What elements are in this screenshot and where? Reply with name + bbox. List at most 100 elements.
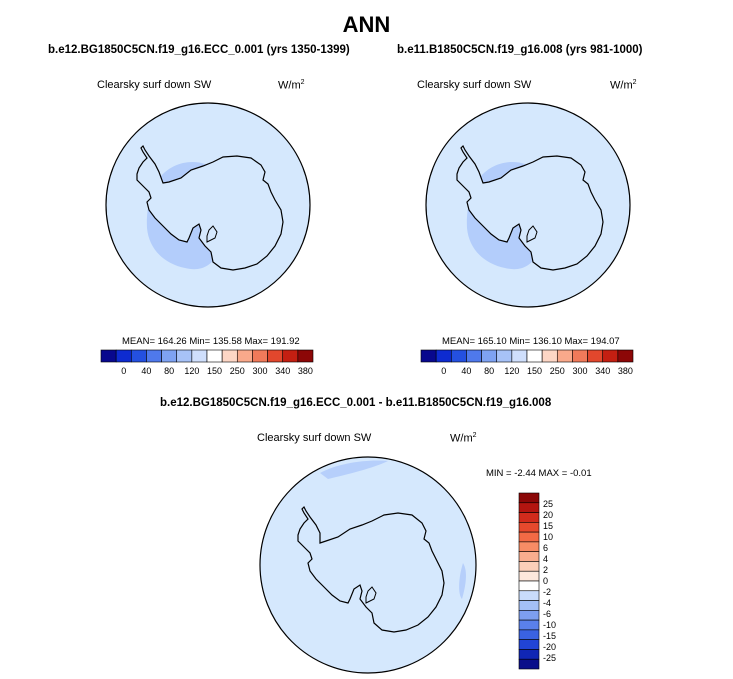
panel2-colorbar-color-box (526, 349, 543, 363)
panel2-colorbar-tick-label: 380 (618, 366, 633, 376)
panel1-colorbar-tick-label: 40 (141, 366, 151, 376)
diff-ross-ice-shelf (365, 586, 377, 604)
diff-colorbar-color-box (518, 610, 540, 621)
panel1-colorbar-tick-label: 120 (184, 366, 199, 376)
diff-colorbar-tick-label: 6 (543, 543, 548, 553)
diff-colorbar-color-box (518, 600, 540, 611)
panel2-colorbar-tick-label: 250 (550, 366, 565, 376)
panel2-colorbar-tick-label: 120 (504, 366, 519, 376)
panel2-colorbar-color-box (496, 349, 513, 363)
diff-units: W/m2 (450, 432, 477, 445)
panel2-colorbar-color-box (435, 349, 452, 363)
panel1-colorbar-color-box (221, 349, 238, 363)
panel2-polar-map (425, 102, 631, 308)
diff-colorbar-tick-label: -20 (543, 642, 556, 652)
panel2-map-border (425, 102, 631, 308)
diff-colorbar-color-box (518, 639, 540, 650)
panel1-colorbar-color-box (282, 349, 299, 363)
panel2-colorbar-tick-label: 40 (461, 366, 471, 376)
diff-colorbar-color-box (518, 570, 540, 582)
panel1-colorbar-color-box (146, 349, 162, 363)
panel2-colorbar-color-box (420, 349, 437, 363)
panel1-colorbar-color-box (252, 349, 268, 363)
diff-colorbar-color-box (518, 590, 540, 601)
diff-stats: MIN = -2.44 MAX = -0.01 (486, 468, 592, 479)
panel1-colorbar-tick-label: 380 (298, 366, 313, 376)
diff-colorbar-tick-label: -6 (543, 609, 551, 619)
diff-colorbar-color-box (518, 629, 540, 640)
panel2-colorbar: 0 40 80 120 150 250 300 340 380 (420, 349, 634, 376)
panel1-colorbar: 0 40 80 120 150 250 300 340 380 (100, 349, 314, 376)
diff-colorbar-color-box (518, 522, 540, 533)
diff-colorbar-color-box (518, 658, 540, 670)
panel1-colorbar-color-box (206, 349, 223, 363)
panel2-case-title: b.e11.B1850C5CN.f19_g16.008 (yrs 981-100… (397, 44, 643, 56)
figure-title: ANN (342, 12, 391, 37)
diff-minor-region-right (459, 563, 466, 599)
panel2-colorbar-tick-label: 340 (595, 366, 610, 376)
panel1-colorbar-tick-label: 250 (230, 366, 245, 376)
diff-variable-label: Clearsky surf down SW (257, 432, 372, 444)
panel1-colorbar-color-box (100, 349, 117, 363)
panel2-units: W/m2 (610, 79, 637, 92)
panel2-colorbar-color-box (511, 349, 528, 363)
diff-minor-region-top (320, 460, 388, 479)
panel2-colorbar-tick-label: 300 (572, 366, 587, 376)
panel1-colorbar-tick-label: 150 (207, 366, 222, 376)
panel2-stats: MEAN= 165.10 Min= 136.10 Max= 194.07 (442, 336, 620, 347)
panel2-colorbar-tick-label: 80 (484, 366, 494, 376)
panel1-colorbar-color-box (267, 349, 284, 363)
panel2-colorbar-tick-label: 0 (441, 366, 446, 376)
panel1-colorbar-tick-label: 80 (164, 366, 174, 376)
panel1-colorbar-tick-label: 340 (275, 366, 290, 376)
panel1-polar-map (105, 102, 311, 308)
diff-colorbar-color-box (518, 512, 540, 523)
diff-colorbar-tick-label: -15 (543, 631, 556, 641)
panel1-map-border (105, 102, 311, 308)
diff-colorbar-color-box (518, 551, 540, 562)
diff-case-title: b.e12.BG1850C5CN.f19_g16.ECC_0.001 - b.e… (160, 397, 552, 409)
panel2-colorbar-color-box (572, 349, 588, 363)
panel2-colorbar-color-box (541, 349, 558, 363)
panel2-colorbar-color-box (556, 349, 573, 363)
diff-colorbar-color-box (518, 649, 540, 660)
diff-map-border (259, 456, 477, 674)
diff-colorbar-tick-label: 20 (543, 510, 553, 520)
diff-colorbar-color-box (518, 619, 540, 631)
diff-colorbar-tick-label: 0 (543, 576, 548, 586)
panel1-colorbar-tick-label: 300 (252, 366, 267, 376)
panel1-colorbar-color-box (191, 349, 208, 363)
diff-colorbar-color-box (518, 541, 540, 552)
panel2-colorbar-color-box (602, 349, 619, 363)
panel2-antarctica-outline (456, 144, 604, 271)
panel2-colorbar-color-box (617, 349, 634, 363)
panel1-colorbar-color-box (161, 349, 178, 363)
diff-colorbar-color-box (518, 561, 540, 572)
diff-colorbar-color-box (518, 492, 540, 504)
panel1-units: W/m2 (278, 79, 305, 92)
diff-colorbar-tick-label: -10 (543, 620, 556, 630)
panel1-variable-label: Clearsky surf down SW (97, 79, 212, 91)
diff-colorbar-color-box (518, 531, 540, 543)
panel2-ross-ice-shelf (526, 225, 538, 243)
diff-colorbar-tick-label: -4 (543, 598, 551, 608)
panel1-colorbar-color-box (130, 349, 147, 363)
panel1-colorbar-color-box (236, 349, 253, 363)
panel1-antarctica-outline (136, 144, 284, 271)
panel2-colorbar-color-box (466, 349, 482, 363)
diff-colorbar-tick-label: 25 (543, 499, 553, 509)
panel1-colorbar-color-box (297, 349, 314, 363)
panel2-colorbar-color-box (481, 349, 498, 363)
panel1-colorbar-color-box (176, 349, 193, 363)
panel2-colorbar-color-box (587, 349, 604, 363)
diff-polar-map (259, 456, 477, 674)
diff-colorbar-tick-label: 4 (543, 554, 548, 564)
panel2-colorbar-color-box (450, 349, 467, 363)
diff-colorbar-tick-label: 10 (543, 532, 553, 542)
diff-colorbar-tick-label: -2 (543, 587, 551, 597)
panel1-colorbar-tick-label: 0 (121, 366, 126, 376)
panel1-ross-ice-shelf (206, 225, 218, 243)
panel1-case-title: b.e12.BG1850C5CN.f19_g16.ECC_0.001 (yrs … (48, 44, 350, 56)
diff-colorbar-tick-label: 2 (543, 565, 548, 575)
